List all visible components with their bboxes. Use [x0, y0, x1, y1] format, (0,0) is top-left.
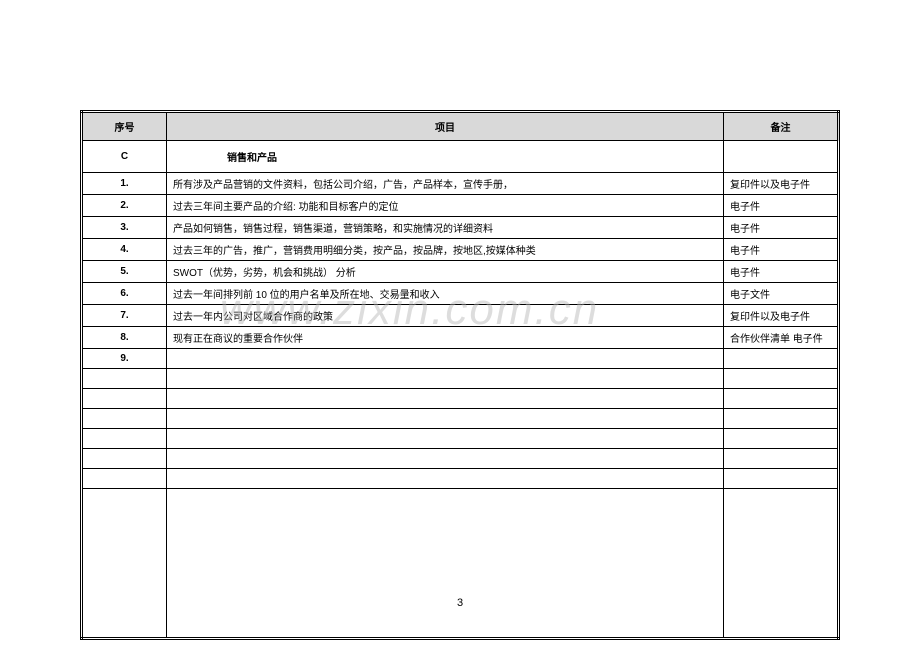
- row-note: 复印件以及电子件: [724, 173, 839, 195]
- table-row: 2.过去三年间主要产品的介绍: 功能和目标客户的定位电子件: [82, 195, 839, 217]
- row-num: 4.: [82, 239, 167, 261]
- table-row-empty: [82, 429, 839, 449]
- table-row-empty: [82, 469, 839, 489]
- row-item: 过去三年间主要产品的介绍: 功能和目标客户的定位: [167, 195, 724, 217]
- header-item: 项目: [167, 112, 724, 141]
- row-item: 现有正在商议的重要合作伙伴: [167, 327, 724, 349]
- table-row-empty: [82, 449, 839, 469]
- table-row-empty: [82, 389, 839, 409]
- row-note: 复印件以及电子件: [724, 305, 839, 327]
- section-note: [724, 141, 839, 173]
- table-row: 1.所有涉及产品营销的文件资料，包括公司介绍，广告，产品样本，宣传手册，复印件以…: [82, 173, 839, 195]
- row-item: 过去一年内公司对区域合作商的政策: [167, 305, 724, 327]
- table-row: 8.现有正在商议的重要合作伙伴合作伙伴清单 电子件: [82, 327, 839, 349]
- row-num: 3.: [82, 217, 167, 239]
- row-item: 产品如何销售，销售过程，销售渠道，营销策略，和实施情况的详细资料: [167, 217, 724, 239]
- header-seq: 序号: [82, 112, 167, 141]
- section-code: C: [82, 141, 167, 173]
- row-note: 电子文件: [724, 283, 839, 305]
- row-note: [724, 349, 839, 369]
- row-item: 过去一年间排列前 10 位的用户名单及所在地、交易量和收入: [167, 283, 724, 305]
- row-num: 1.: [82, 173, 167, 195]
- table-row: 7.过去一年内公司对区域合作商的政策复印件以及电子件: [82, 305, 839, 327]
- row-item: 过去三年的广告，推广，营销费用明细分类，按产品，按品牌，按地区,按媒体种类: [167, 239, 724, 261]
- section-title: 销售和产品: [167, 141, 724, 173]
- row-num: 7.: [82, 305, 167, 327]
- table-row: 3.产品如何销售，销售过程，销售渠道，营销策略，和实施情况的详细资料电子件: [82, 217, 839, 239]
- row-num: 5.: [82, 261, 167, 283]
- row-note: 电子件: [724, 239, 839, 261]
- page-number: 3: [0, 597, 920, 609]
- row-note: 合作伙伴清单 电子件: [724, 327, 839, 349]
- row-item: SWOT（优势，劣势，机会和挑战） 分析: [167, 261, 724, 283]
- row-note: 电子件: [724, 261, 839, 283]
- row-item: [167, 349, 724, 369]
- table-filler: [82, 489, 839, 639]
- table-row-empty: [82, 409, 839, 429]
- row-num: 6.: [82, 283, 167, 305]
- row-num: 9.: [82, 349, 167, 369]
- table-row: 5.SWOT（优势，劣势，机会和挑战） 分析电子件: [82, 261, 839, 283]
- header-note: 备注: [724, 112, 839, 141]
- table-row: 4.过去三年的广告，推广，营销费用明细分类，按产品，按品牌，按地区,按媒体种类电…: [82, 239, 839, 261]
- header-row: 序号 项目 备注: [82, 112, 839, 141]
- row-item: 所有涉及产品营销的文件资料，包括公司介绍，广告，产品样本，宣传手册，: [167, 173, 724, 195]
- table-row-empty: [82, 369, 839, 389]
- row-note: 电子件: [724, 217, 839, 239]
- document-table: 序号 项目 备注 C销售和产品1.所有涉及产品营销的文件资料，包括公司介绍，广告…: [80, 110, 840, 640]
- row-note: 电子件: [724, 195, 839, 217]
- section-row: C销售和产品: [82, 141, 839, 173]
- table-row: 9.: [82, 349, 839, 369]
- row-num: 8.: [82, 327, 167, 349]
- row-num: 2.: [82, 195, 167, 217]
- table-row: 6.过去一年间排列前 10 位的用户名单及所在地、交易量和收入电子文件: [82, 283, 839, 305]
